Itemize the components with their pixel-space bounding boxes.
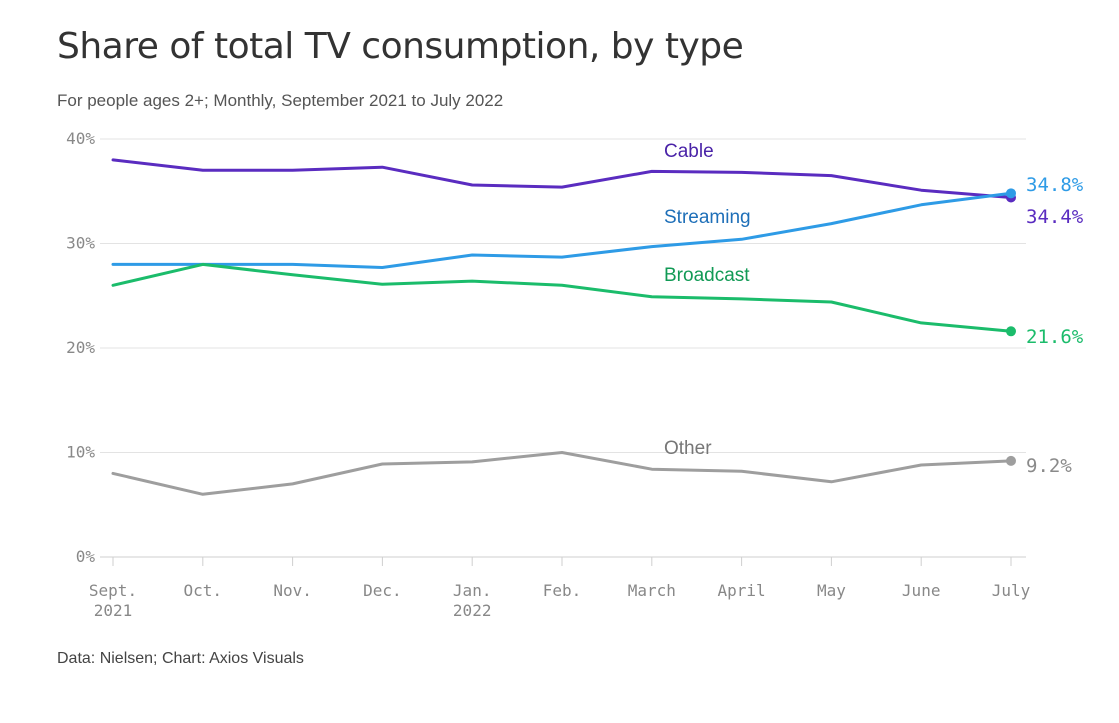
streaming-end-value-label: 34.8% (1026, 174, 1084, 196)
series-lines (111, 158, 1016, 496)
streaming-end-point (1006, 188, 1016, 199)
x-tick-label: Jan. 2022 (453, 581, 492, 620)
cable-series-label: Cable (664, 141, 714, 162)
y-tick-label: 0% (76, 547, 96, 566)
x-tick-label: March (628, 581, 676, 600)
broadcast-series-label: Broadcast (664, 265, 750, 286)
chart-title: Share of total TV consumption, by type (57, 26, 744, 67)
axes: 0% 10% 20% 30% 40% Sept. 2021 Oct. Nov. Dec. Jan. 2… (66, 129, 1031, 620)
x-tick-label: Feb. (543, 581, 582, 600)
y-tick-label: 20% (66, 338, 95, 357)
broadcast-line (111, 262, 1013, 333)
x-tick-label: June (902, 581, 941, 600)
x-tick-label: Oct. (184, 581, 223, 600)
y-tick-label: 10% (66, 443, 95, 462)
x-tick-label: Nov. (273, 581, 312, 600)
x-tick-label: Sept. 2021 (89, 581, 137, 620)
streaming-line (111, 191, 1013, 269)
x-tick-label: May (817, 581, 846, 600)
other-line (111, 451, 1013, 496)
other-end-point (1006, 455, 1016, 466)
streaming-series-label: Streaming (664, 207, 751, 228)
line-chart: 0% 10% 20% 30% 40% Sept. 2021 Oct. Nov. Dec. Jan. 2… (66, 129, 1084, 620)
cable-end-value-label: 34.4% (1026, 206, 1084, 228)
other-end-value-label: 9.2% (1026, 455, 1072, 477)
cable-line (111, 158, 1013, 199)
broadcast-end-value-label: 21.6% (1026, 326, 1084, 348)
gridlines (100, 138, 1026, 558)
x-tick-label: April (718, 581, 766, 600)
x-tick-label: Dec. (363, 581, 402, 600)
source-note: Data: Nielsen; Chart: Axios Visuals (57, 650, 304, 667)
series-labels: Cable 34.4% Streaming 34.8% Broadcast 21.6% Ot… (664, 141, 1084, 477)
y-tick-label: 30% (66, 234, 95, 253)
other-series-label: Other (664, 438, 712, 459)
x-tick-label: July (992, 581, 1031, 600)
broadcast-end-point (1006, 326, 1016, 337)
chart-subtitle: For people ages 2+; Monthly, September 2… (57, 91, 504, 110)
y-tick-label: 40% (66, 129, 95, 148)
